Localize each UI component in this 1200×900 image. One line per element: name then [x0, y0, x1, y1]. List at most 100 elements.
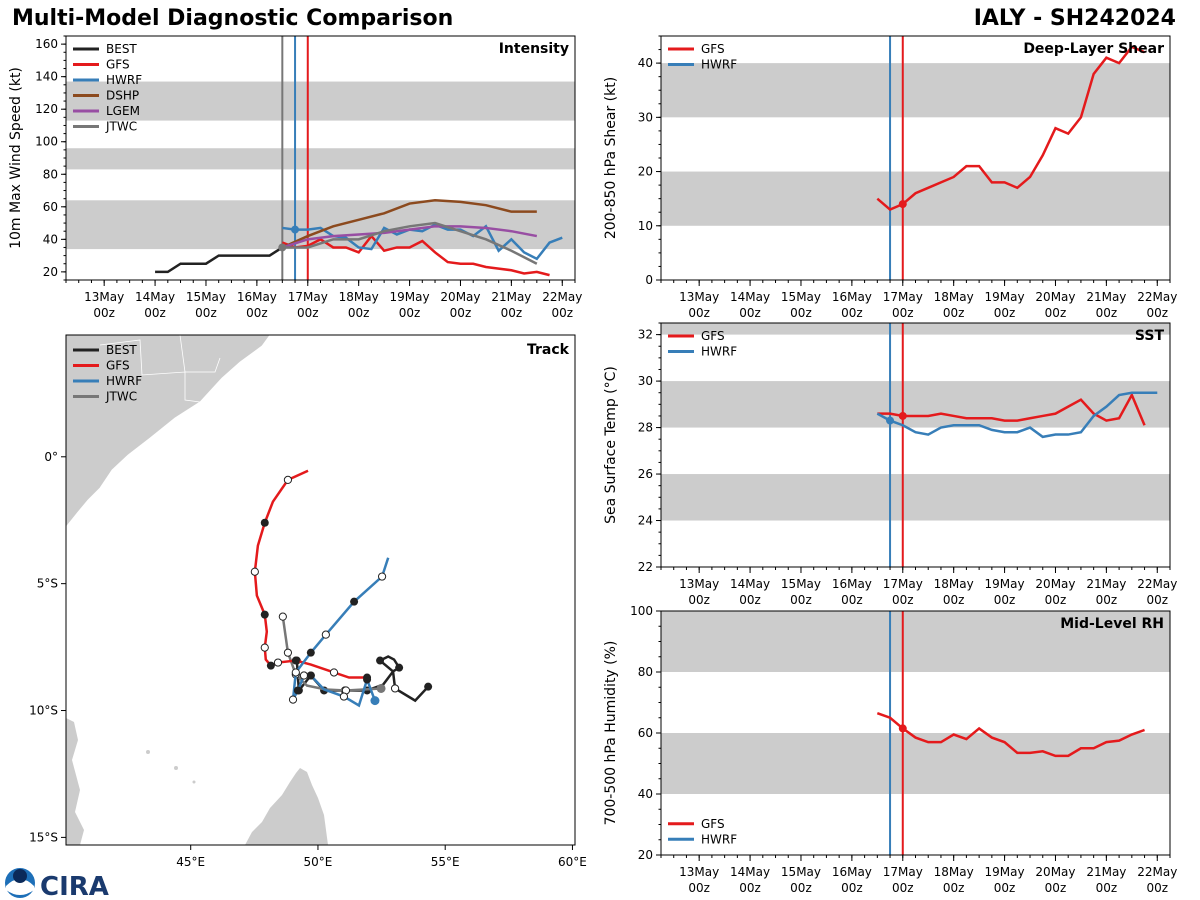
- y-tick-label: 10°S: [29, 704, 58, 718]
- track-point-filled-gfs: [260, 518, 269, 527]
- legend-label-lgem: LGEM: [106, 104, 140, 118]
- series-line-gfs: [281, 234, 550, 277]
- series-line-gfs: [877, 392, 1146, 426]
- x-tick-label: 50°E: [304, 855, 333, 869]
- legend-label-best: BEST: [106, 343, 137, 357]
- intensity-band: [661, 611, 1170, 672]
- y-tick-label: 120: [35, 102, 58, 116]
- panel-intensity: 20 40 60 80 100 120 140 160 13May 00z 14May 00z 15Ma…: [8, 35, 582, 320]
- plot-area: [661, 611, 1170, 855]
- y-tick-label: 20: [638, 848, 653, 862]
- x-tick-label: 15May: [781, 865, 821, 879]
- y-tick-label: 28: [638, 421, 653, 435]
- series-line-lgem: [281, 225, 538, 249]
- x-tick-label: 21May: [1086, 577, 1126, 591]
- x-tick-label: 22May: [542, 290, 582, 304]
- series-line-gfs: [876, 711, 1145, 758]
- intensity-band: [661, 171, 1170, 226]
- intensity-band: [661, 63, 1170, 118]
- x-tick-label: 15May: [781, 290, 821, 304]
- x-tick-label: 00z: [841, 593, 863, 607]
- panel-title: SST: [1135, 328, 1165, 344]
- noaa-seal-center: [13, 869, 27, 883]
- x-tick-label: 00z: [841, 881, 863, 895]
- legend-label-gfs: GFS: [701, 329, 725, 343]
- panel-title: Mid-Level RH: [1060, 616, 1164, 632]
- x-tick-label: 00z: [1096, 593, 1118, 607]
- y-tick-label: 30: [638, 374, 653, 388]
- x-tick-label: 13May: [679, 865, 719, 879]
- panel-title: Intensity: [499, 41, 569, 57]
- x-tick-label: 00z: [892, 593, 914, 607]
- init-marker-hwrf: [886, 416, 895, 425]
- x-tick-label: 22May: [1137, 865, 1177, 879]
- track-point-open-gfs: [329, 668, 339, 677]
- x-tick-label: 00z: [1096, 881, 1118, 895]
- init-marker-gfs: [898, 200, 907, 209]
- x-tick-label: 17May: [883, 577, 923, 591]
- x-tick-label: 19May: [985, 865, 1025, 879]
- legend-label-best: BEST: [106, 42, 137, 56]
- track-point-filled-best: [376, 656, 385, 665]
- intensity-band: [661, 323, 1170, 335]
- x-tick-label: 21May: [1086, 290, 1126, 304]
- x-tick-label: 19May: [390, 290, 430, 304]
- y-tick-label: 24: [638, 514, 653, 528]
- y-tick-label: 5°S: [37, 577, 58, 591]
- panel-mid-level-rh: 20 40 60 80 100 13May 00z 14May 00z 15May 00z 16May…: [603, 604, 1177, 895]
- series-line-hwrf: [282, 223, 563, 261]
- x-tick-label: 00z: [688, 306, 710, 320]
- x-tick-label: 16May: [832, 865, 872, 879]
- x-tick-label: 00z: [943, 306, 965, 320]
- x-tick-label: 20May: [1035, 577, 1075, 591]
- x-tick-label: 00z: [739, 881, 761, 895]
- x-tick-label: 00z: [688, 593, 710, 607]
- panel-sst: 22 24 26 28 30 32 13May 00z 14May 00z 15May 00z 16Ma…: [603, 322, 1177, 607]
- x-tick-label: 60°E: [558, 855, 587, 869]
- plot-area: [661, 323, 1170, 567]
- x-tick-label: 00z: [739, 593, 761, 607]
- x-tick-label: 00z: [144, 306, 166, 320]
- x-tick-label: 00z: [1096, 306, 1118, 320]
- x-tick-label: 00z: [551, 306, 573, 320]
- panel-deep-layer-shear: 0 10 20 30 40 13May 00z 14May 00z 15May 00z 16May 00…: [603, 35, 1177, 320]
- track-line-hwrf: [291, 557, 390, 708]
- x-tick-label: 22May: [1137, 290, 1177, 304]
- track-point-filled-gfs: [260, 610, 269, 619]
- y-tick-label: 20: [638, 165, 653, 179]
- y-tick-label: 32: [638, 328, 653, 342]
- y-tick-label: 140: [35, 70, 58, 84]
- track-point-filled-hwrf: [363, 675, 372, 684]
- init-marker-hwrf: [291, 225, 300, 234]
- track-point-open-hwrf: [299, 671, 309, 680]
- intensity-band: [66, 148, 575, 170]
- series-line-jtwc: [282, 221, 538, 265]
- track-point-filled-gfs: [266, 661, 275, 670]
- africa-landmass: [66, 335, 271, 528]
- x-tick-label: 15May: [781, 577, 821, 591]
- init-marker-jtwc: [278, 243, 287, 252]
- intensity-band: [661, 381, 1170, 428]
- track-point-filled-best: [424, 682, 433, 691]
- y-axis-label: 10m Max Wind Speed (kt): [8, 67, 24, 249]
- y-tick-label: 60: [638, 726, 653, 740]
- x-tick-label: 00z: [943, 881, 965, 895]
- y-tick-label: 22: [638, 560, 653, 574]
- x-tick-label: 00z: [892, 306, 914, 320]
- comoros-island: [174, 766, 178, 770]
- x-tick-label: 20May: [440, 290, 480, 304]
- x-tick-label: 15May: [186, 290, 226, 304]
- legend-label-hwrf: HWRF: [106, 374, 142, 388]
- x-tick-label: 14May: [135, 290, 175, 304]
- x-tick-label: 14May: [730, 577, 770, 591]
- y-tick-label: 30: [638, 110, 653, 124]
- x-tick-label: 00z: [739, 306, 761, 320]
- legend-label-jtwc: JTWC: [105, 390, 137, 404]
- intensity-band: [66, 81, 575, 121]
- x-tick-label: 00z: [1045, 593, 1067, 607]
- x-tick-label: 00z: [348, 306, 370, 320]
